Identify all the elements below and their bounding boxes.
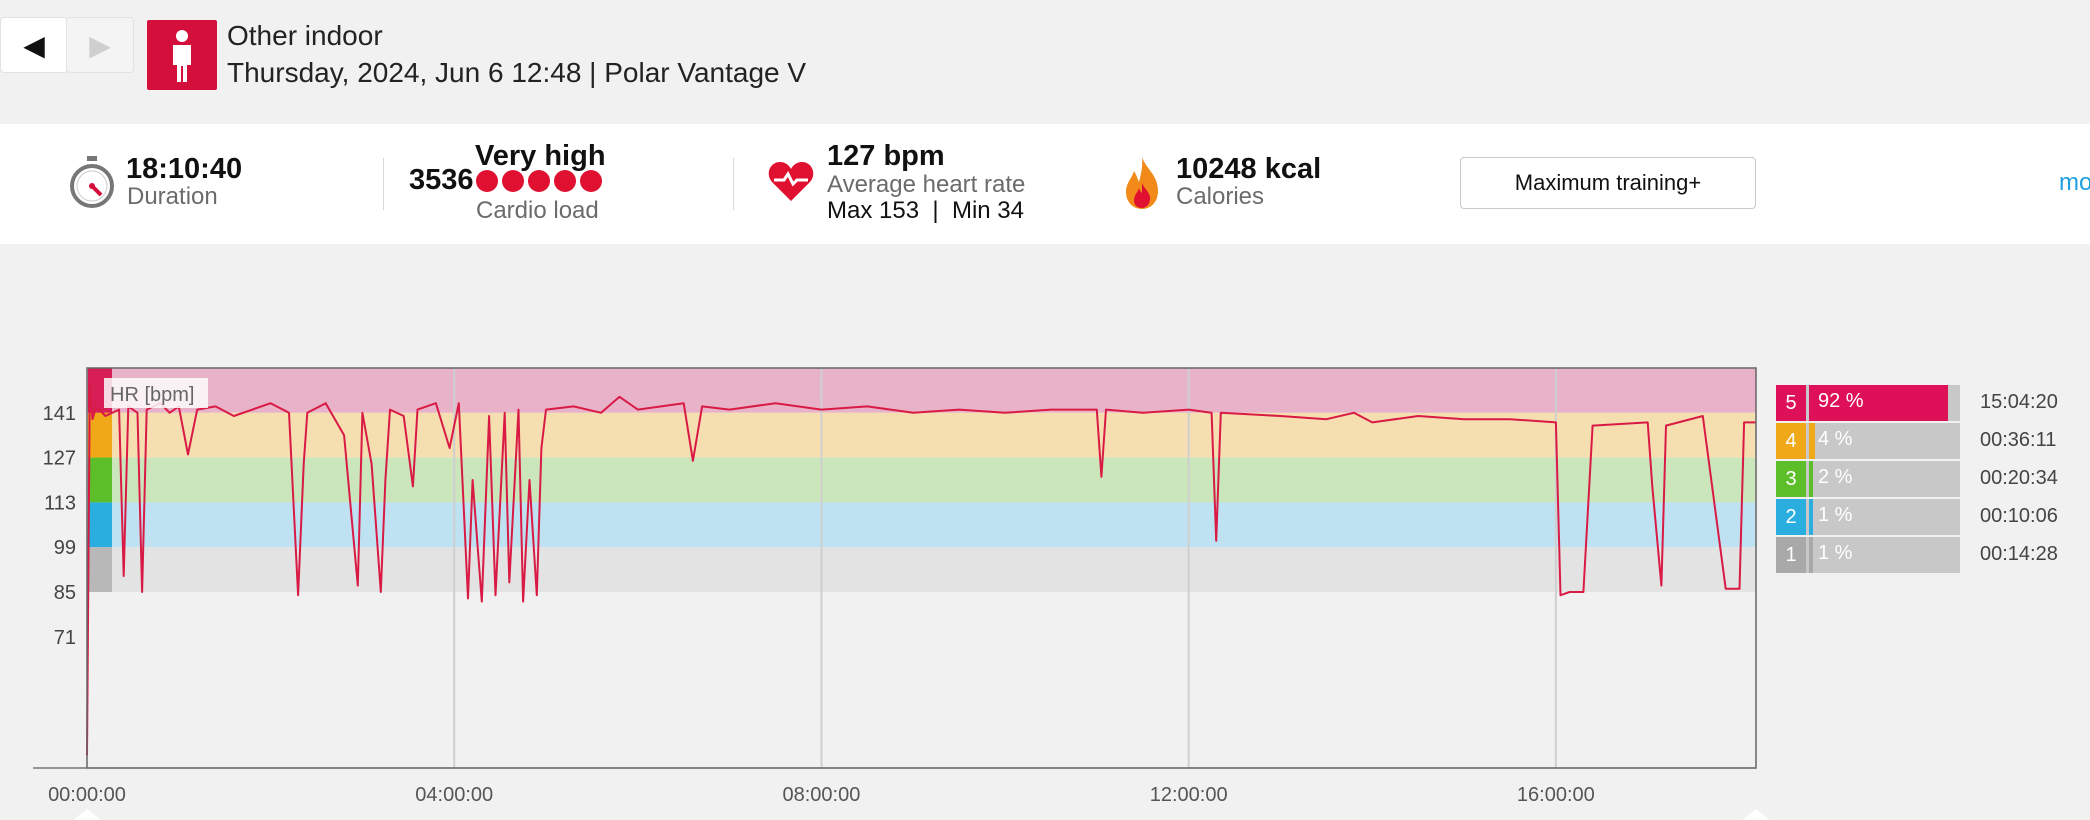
range-handle-left: [73, 809, 101, 820]
zone-band-4: [87, 412, 1756, 458]
heart-rate-chart[interactable]: HR [bpm] 141 127 113 99 85 71 00:00:00 04:00:00 0…: [0, 360, 1780, 820]
y-tick-label: 113: [44, 492, 76, 514]
calories-label: Calories: [1176, 183, 1265, 210]
zone-strip-1: [88, 547, 112, 592]
page-title: Other indoor: [227, 20, 383, 51]
next-button[interactable]: ▶: [66, 17, 134, 73]
duration-label: Duration: [127, 183, 218, 210]
zone-percent-bar: [1809, 537, 1813, 573]
zone-time: 15:04:20: [1980, 391, 2058, 413]
previous-button[interactable]: ◀: [0, 17, 68, 73]
y-tick-label: 127: [43, 448, 76, 470]
zone-percent: 1 %: [1818, 504, 1853, 526]
zone-number: 5: [1776, 385, 1806, 421]
x-tick-label: 12:00:00: [1150, 784, 1228, 806]
heart-icon: [768, 160, 814, 207]
y-tick-label: 71: [54, 627, 76, 649]
cardio-load-value: 3536: [409, 164, 474, 196]
zone-band-1: [87, 547, 1756, 592]
range-handle-right: [1742, 809, 1770, 820]
zone-time: 00:20:34: [1980, 467, 2058, 489]
zone-row-4[interactable]: 4 4 %: [1776, 423, 1960, 459]
zone-row-2[interactable]: 2 1 %: [1776, 499, 1960, 535]
x-tick-label: 08:00:00: [783, 784, 861, 806]
zone-row-5[interactable]: 5 92 %: [1776, 385, 1960, 421]
cardio-dot-5: [580, 170, 602, 192]
zone-band-2: [87, 502, 1756, 548]
cardio-load-level: Very high: [475, 140, 606, 172]
summary-bar: [0, 124, 2090, 244]
cardio-dot-4: [554, 170, 576, 192]
zone-percent-bar: [1809, 461, 1813, 497]
zone-percent: 2 %: [1818, 466, 1853, 488]
cardio-dot-1: [476, 170, 498, 192]
zone-percent-bar: [1809, 499, 1813, 535]
zone-percent-bar: [1809, 385, 1948, 421]
avg-hr-value: 127 bpm: [827, 140, 945, 172]
zone-band-5: [87, 368, 1756, 413]
zone-percent: 92 %: [1818, 390, 1864, 412]
session-subtitle: Thursday, 2024, Jun 6 12:48 | Polar Vant…: [227, 57, 807, 88]
person-standing-icon: [147, 20, 217, 90]
y-tick-label: 141: [43, 403, 76, 425]
cardio-load-label: Cardio load: [476, 197, 599, 224]
duration-value: 18:10:40: [126, 153, 243, 185]
training-benefit-button[interactable]: Maximum training+: [1460, 157, 1756, 209]
zone-row-3[interactable]: 3 2 %: [1776, 461, 1960, 497]
stopwatch-icon: [68, 156, 116, 215]
zone-time: 00:36:11: [1980, 429, 2057, 451]
zone-percent: 4 %: [1818, 428, 1853, 450]
zone-time: 00:10:06: [1980, 505, 2058, 527]
x-tick-label: 00:00:00: [48, 784, 126, 806]
zone-strip-3: [88, 457, 112, 503]
x-tick-label: 04:00:00: [415, 784, 493, 806]
zone-number: 2: [1776, 499, 1806, 535]
arrow-left-icon: ◀: [23, 29, 45, 61]
zone-time: 00:14:28: [1980, 543, 2058, 565]
zone-percent-bar: [1809, 423, 1815, 459]
arrow-right-icon: ▶: [89, 29, 111, 61]
cardio-dot-2: [502, 170, 524, 192]
avg-hr-label: Average heart rate: [827, 171, 1026, 198]
y-tick-label: 85: [54, 582, 76, 604]
flame-icon: [1122, 155, 1162, 216]
zone-number: 1: [1776, 537, 1806, 573]
zone-strip-4: [88, 412, 112, 458]
chart-title: HR [bpm]: [110, 384, 194, 406]
zone-strip-2: [88, 502, 112, 548]
chart-title-bg: [104, 378, 208, 408]
zone-band-3: [87, 457, 1756, 503]
zone-number: 4: [1776, 423, 1806, 459]
zone-number: 3: [1776, 461, 1806, 497]
max-min-hr: Max 153 | Min 34: [827, 197, 1024, 224]
more-link[interactable]: mo: [2059, 169, 2090, 196]
x-tick-label: 16:00:00: [1517, 784, 1595, 806]
y-tick-label: 99: [54, 537, 76, 559]
zone-percent: 1 %: [1818, 542, 1853, 564]
calories-value: 10248 kcal: [1176, 153, 1322, 185]
zone-row-1[interactable]: 1 1 %: [1776, 537, 1960, 573]
cardio-dot-3: [528, 170, 550, 192]
